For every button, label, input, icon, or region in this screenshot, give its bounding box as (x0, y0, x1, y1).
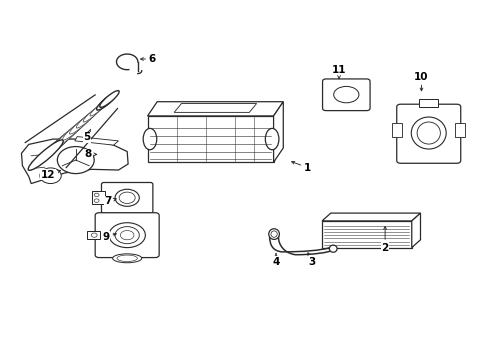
Ellipse shape (28, 140, 63, 170)
FancyBboxPatch shape (396, 104, 460, 163)
Ellipse shape (62, 117, 89, 140)
Ellipse shape (69, 112, 95, 134)
Ellipse shape (265, 129, 278, 150)
Text: 5: 5 (83, 129, 90, 142)
Polygon shape (174, 103, 256, 112)
Circle shape (94, 193, 99, 197)
Ellipse shape (143, 129, 157, 150)
Ellipse shape (98, 151, 110, 158)
Ellipse shape (83, 103, 105, 122)
Text: 2: 2 (381, 226, 388, 253)
Polygon shape (273, 102, 283, 162)
Ellipse shape (42, 131, 74, 158)
Bar (418, 99, 438, 107)
Ellipse shape (120, 230, 134, 240)
Ellipse shape (49, 126, 79, 152)
Ellipse shape (94, 149, 114, 160)
Text: 9: 9 (102, 232, 116, 242)
FancyBboxPatch shape (102, 183, 153, 213)
Bar (454, 123, 464, 137)
Ellipse shape (416, 122, 440, 144)
Polygon shape (322, 213, 420, 221)
Ellipse shape (76, 107, 100, 128)
Ellipse shape (269, 235, 278, 238)
Circle shape (57, 147, 94, 174)
Text: 7: 7 (104, 196, 116, 206)
Ellipse shape (100, 91, 119, 107)
Ellipse shape (28, 140, 63, 170)
FancyBboxPatch shape (322, 79, 369, 111)
Text: 1: 1 (291, 161, 310, 172)
Ellipse shape (112, 254, 142, 263)
Ellipse shape (109, 223, 145, 248)
Ellipse shape (97, 93, 116, 110)
Ellipse shape (329, 245, 336, 252)
Bar (92, 192, 104, 204)
Text: 6: 6 (141, 54, 156, 64)
Polygon shape (147, 102, 283, 116)
Text: 10: 10 (413, 72, 428, 91)
Bar (322, 221, 411, 248)
Ellipse shape (268, 229, 279, 239)
Ellipse shape (97, 94, 116, 110)
Polygon shape (21, 139, 128, 184)
Ellipse shape (119, 192, 135, 203)
Ellipse shape (115, 226, 139, 244)
Ellipse shape (270, 231, 277, 237)
FancyBboxPatch shape (95, 213, 159, 257)
Ellipse shape (35, 135, 68, 164)
Text: 3: 3 (307, 253, 315, 267)
Polygon shape (75, 136, 118, 145)
Text: 8: 8 (84, 149, 97, 159)
Circle shape (40, 168, 61, 184)
Text: 4: 4 (272, 253, 279, 267)
Text: 12: 12 (41, 170, 61, 180)
Circle shape (91, 233, 97, 237)
Ellipse shape (115, 189, 139, 206)
Circle shape (94, 199, 99, 202)
Text: 11: 11 (331, 65, 346, 78)
Ellipse shape (56, 121, 84, 146)
Ellipse shape (333, 86, 358, 103)
Ellipse shape (117, 255, 137, 261)
Bar (391, 123, 401, 137)
Bar (87, 231, 100, 239)
Ellipse shape (410, 117, 445, 149)
Ellipse shape (90, 98, 110, 116)
Polygon shape (411, 213, 420, 248)
Polygon shape (147, 116, 273, 162)
